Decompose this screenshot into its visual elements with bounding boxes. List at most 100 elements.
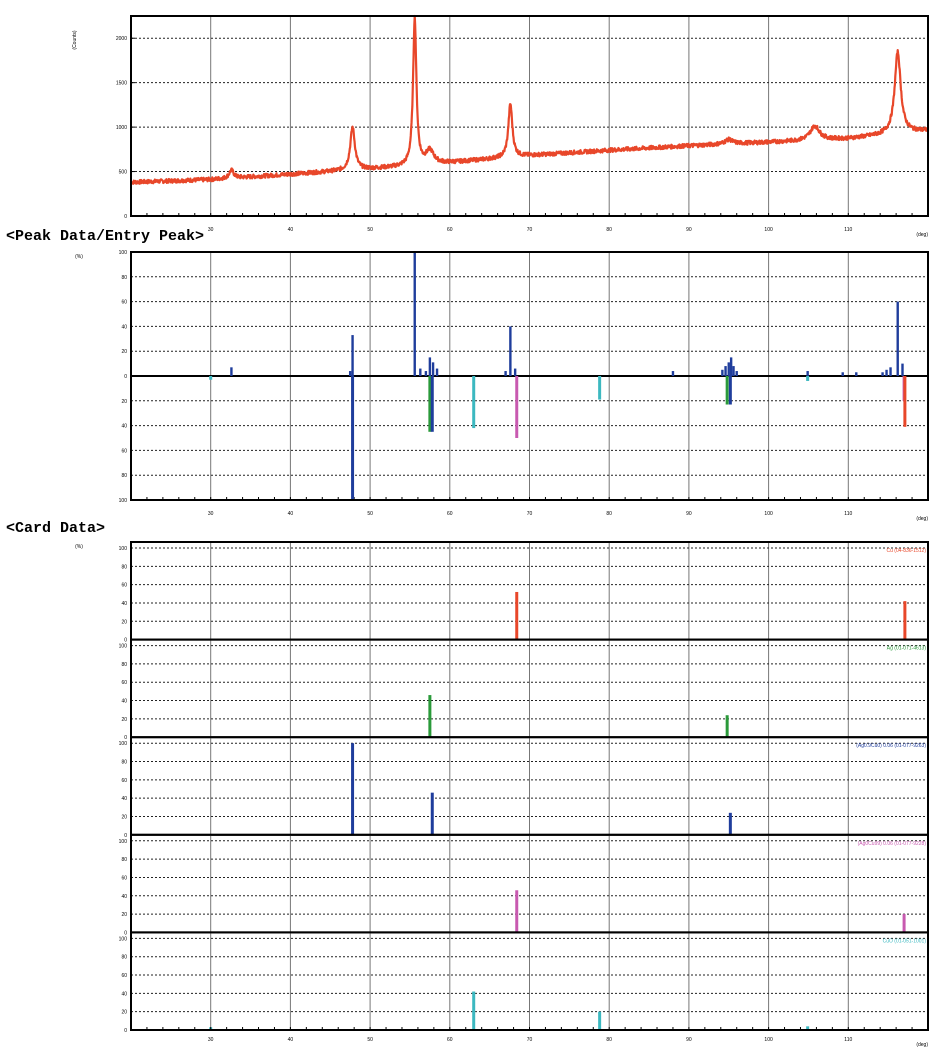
x-tick-label: 50 [367, 511, 373, 517]
entry-peak-bar [209, 376, 213, 380]
measured-peak-bar [889, 367, 892, 376]
card-bar [725, 715, 729, 738]
peak-frame [130, 251, 929, 501]
x-tick-label: 30 [208, 511, 214, 517]
card-data-title: <Card Data> [6, 520, 105, 537]
x-tick-label: 110 [844, 1037, 852, 1043]
pattern-y-tick-label: 2000 [116, 36, 127, 42]
peak-y-tick-label: 60 [121, 300, 127, 306]
x-tick-label: 110 [844, 511, 852, 517]
x-tick-label: 70 [527, 1037, 533, 1043]
card-y-tick-label: 80 [121, 564, 127, 570]
measured-peak-bar [428, 357, 432, 376]
card-bar [515, 591, 519, 640]
card-bar [902, 914, 906, 933]
entry-peak-bar [428, 376, 432, 432]
x-tick-label: 40 [288, 1037, 294, 1043]
card-label: (Ag0Cu99) 0.06 (01-077-9228) [858, 841, 927, 847]
card-bar [806, 1026, 810, 1030]
measured-peak-bar [724, 366, 727, 376]
card-bar [430, 792, 434, 835]
measured-peak-bar [671, 371, 675, 376]
card-y-tick-label: 40 [121, 796, 127, 802]
peak-y-tick-label: 0 [124, 374, 127, 380]
card-y-tick-label: 100 [119, 839, 128, 845]
pattern-y-tick-label: 0 [124, 214, 127, 220]
card-y-tick-label: 0 [124, 930, 127, 936]
card-bar [728, 812, 732, 835]
card-y-tick-label: 40 [121, 894, 127, 900]
card-y-tick-label: 100 [119, 644, 128, 650]
card-y-tick-label: 100 [119, 741, 128, 747]
x-tick-label: 60 [447, 511, 453, 517]
measured-peak-bar [348, 371, 352, 376]
card-y-tick-label: 100 [119, 546, 128, 552]
x-unit-label: (deg) [916, 232, 928, 238]
x-tick-label: 110 [844, 227, 852, 233]
peak-y-tick-label: 80 [121, 473, 127, 479]
entry-peak-bar [806, 376, 810, 381]
card-y-tick-label: 20 [121, 814, 127, 820]
x-tick-label: 90 [686, 511, 692, 517]
measured-peak-bar [721, 369, 724, 376]
pattern-y-tick-label: 1000 [116, 125, 127, 131]
card-y-tick-label: 20 [121, 912, 127, 918]
measured-peak-bar [881, 372, 884, 376]
card-y-tick-label: 0 [124, 833, 127, 839]
card-y-tick-label: 20 [121, 1010, 127, 1016]
peak-data-title: <Peak Data/Entry Peak> [6, 228, 204, 245]
peak-y-tick-label: 40 [121, 424, 127, 430]
x-tick-label: 60 [447, 1037, 453, 1043]
measured-peak-bar [435, 368, 439, 376]
x-tick-label: 80 [606, 1037, 612, 1043]
peak-y-tick-label: 100 [119, 250, 128, 256]
card-y-tick-label: 80 [121, 955, 127, 961]
entry-peak-bar [351, 376, 355, 500]
card-y-tick-label: 0 [124, 638, 127, 644]
card-bar [515, 890, 519, 933]
card-y-tick-label: 0 [124, 1028, 127, 1034]
card-label: Cu (04-836-1512) [887, 548, 927, 554]
x-tick-label: 40 [288, 511, 294, 517]
peak-y-tick-label: 80 [121, 275, 127, 281]
card-y-axis-label: (%) [75, 544, 83, 550]
measured-peak-bar [735, 371, 738, 376]
x-tick-label: 30 [208, 227, 214, 233]
measured-peak-bar [431, 362, 435, 376]
x-tick-label: 100 [764, 1037, 773, 1043]
pattern-y-tick-label: 500 [119, 170, 128, 176]
card-y-tick-label: 60 [121, 875, 127, 881]
pattern-series-line [130, 14, 930, 185]
card-bar [903, 601, 907, 640]
measured-peak-bar [855, 372, 858, 376]
card-y-tick-label: 80 [121, 760, 127, 766]
peak-y-tick-label: 20 [121, 349, 127, 355]
x-tick-label: 40 [288, 227, 294, 233]
card-label: CuO (01-051-1001) [883, 938, 927, 944]
card-y-tick-label: 100 [119, 936, 128, 942]
x-unit-label: (deg) [916, 1042, 928, 1048]
peak-y-tick-label: 20 [121, 399, 127, 405]
entry-peak-bar [515, 376, 519, 438]
card-y-tick-label: 0 [124, 735, 127, 741]
card-y-tick-label: 40 [121, 601, 127, 607]
entry-peak-bar [903, 376, 907, 427]
card-y-tick-label: 80 [121, 857, 127, 863]
peak-y-tick-label: 60 [121, 448, 127, 454]
x-unit-label: (deg) [916, 516, 928, 522]
measured-peak-bar [885, 369, 888, 376]
measured-peak-bar [729, 357, 733, 376]
peak-y-tick-label: 40 [121, 324, 127, 330]
card-y-tick-label: 20 [121, 717, 127, 723]
measured-peak-bar [513, 368, 517, 376]
x-tick-label: 80 [606, 227, 612, 233]
measured-peak-bar [504, 371, 507, 376]
peak-y-axis-label: (%) [75, 254, 83, 260]
card-label: (Ag0.9Cu0) 0.06 (01-077-9263) [856, 743, 926, 749]
x-tick-label: 70 [527, 227, 533, 233]
card-y-tick-label: 20 [121, 619, 127, 625]
measured-peak-bar [727, 362, 730, 376]
x-tick-label: 50 [367, 1037, 373, 1043]
x-tick-label: 30 [208, 1037, 214, 1043]
x-tick-label: 70 [527, 511, 533, 517]
